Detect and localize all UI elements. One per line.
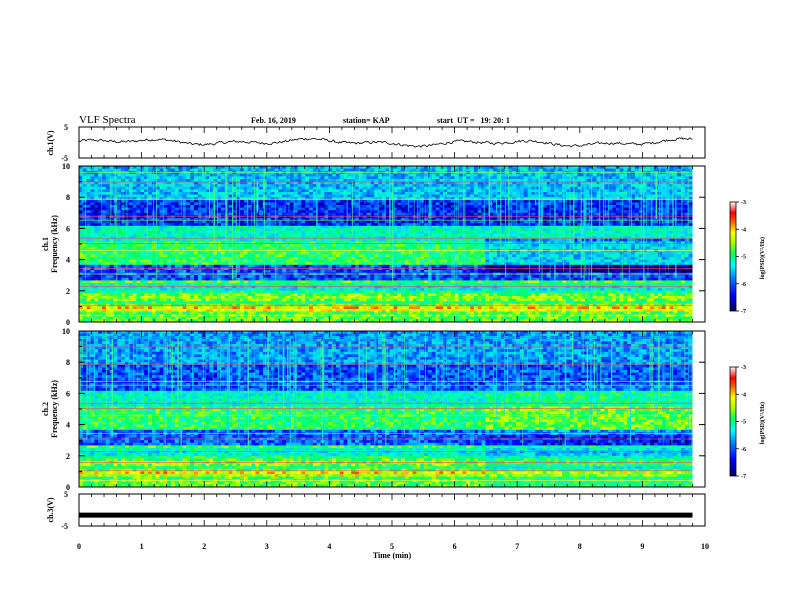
ch3-ytick-bottom: -5 bbox=[61, 522, 68, 531]
date-label: Feb. 16, 2019 bbox=[251, 116, 296, 125]
ch2-colorbar-tick-label: -4 bbox=[741, 392, 746, 398]
ch1-spectrogram-image bbox=[79, 166, 705, 322]
ch1-colorbar-tick-label: -4 bbox=[741, 227, 746, 233]
ch2-spectrogram-ytick-label: 8 bbox=[66, 358, 70, 367]
ch2-spectrogram-image bbox=[79, 331, 705, 487]
ch3-ytick-top: 5 bbox=[64, 490, 68, 499]
ch2-spectrogram-ytick-label: 2 bbox=[66, 452, 70, 461]
ch1-spectrogram-ytick-label: 6 bbox=[66, 224, 70, 233]
ch3-waveform-ylabel: ch.3(V) bbox=[46, 497, 55, 522]
ch1-spectrogram-ytick-label: 8 bbox=[66, 193, 70, 202]
time-tick-label: 8 bbox=[578, 542, 582, 551]
ch2-spectrogram-ylabel-line1: ch.2 bbox=[41, 402, 50, 416]
ch2-spectrogram-ylabel-line2: Frequency (kHz) bbox=[50, 380, 59, 438]
ch2-colorbar-tick-label: -7 bbox=[741, 474, 746, 480]
time-tick-label: 7 bbox=[515, 542, 519, 551]
time-tick-label: 10 bbox=[701, 542, 709, 551]
ch2-spectrogram-panel: 10 8 6 4 2 0 ch.2 Frequency (kHz) bbox=[41, 327, 706, 492]
ch2-colorbar-gradient bbox=[729, 366, 737, 477]
ch1-colorbar-tick-label: -7 bbox=[741, 309, 746, 315]
time-tick-label: 5 bbox=[390, 542, 394, 551]
ch2-spectrogram-ytick-label: 0 bbox=[66, 483, 70, 492]
ch2-spectrogram-ytick-label: 6 bbox=[66, 389, 70, 398]
time-tick-label: 1 bbox=[140, 542, 144, 551]
ch1-waveform-panel: 5 -5 ch.1(V) bbox=[46, 123, 706, 163]
ch1-spectrogram-panel: 10 8 6 4 2 0 ch.1 Frequency (kHz) bbox=[41, 162, 706, 327]
ch1-spectrogram-ytick-label: 0 bbox=[66, 318, 70, 327]
ch1-spectrogram-ytick-label: 4 bbox=[66, 256, 70, 265]
chart-title: VLF Spectra bbox=[79, 114, 136, 126]
time-tick-labels: 0 1 2 3 4 5 6 7 8 9 10 bbox=[77, 542, 709, 551]
time-tick-marks bbox=[78, 127, 706, 526]
ch1-colorbar-tick-label: -5 bbox=[741, 255, 746, 261]
time-tick-label: 4 bbox=[327, 542, 331, 551]
ch2-spectrogram-ytick-label: 4 bbox=[66, 421, 70, 430]
ch1-spectrogram-ylabel-line2: Frequency (kHz) bbox=[50, 215, 59, 273]
start-time-label: start UT = 19: 20: 1 bbox=[437, 116, 510, 125]
ch1-spectrogram-ytick-label: 10 bbox=[62, 162, 70, 171]
time-tick-label: 9 bbox=[640, 542, 644, 551]
ch2-spectrogram-ytick-label: 10 bbox=[62, 327, 70, 336]
ch1-colorbar-ticks: -3 -4 -5 -6 -7 bbox=[736, 200, 746, 315]
time-axis-label: Time (min) bbox=[373, 551, 412, 560]
ch2-colorbar-label: log(PSD)(V²/Hz) bbox=[759, 402, 766, 444]
ch1-spectrogram-ytick-label: 2 bbox=[66, 287, 70, 296]
ch1-colorbar-label: log(PSD)(V²/Hz) bbox=[759, 237, 766, 279]
time-tick-label: 2 bbox=[202, 542, 206, 551]
ch1-ytick-bottom: -5 bbox=[61, 154, 68, 163]
ch1-colorbar-tick-label: -3 bbox=[741, 200, 746, 206]
ch2-colorbar-tick-label: -3 bbox=[741, 365, 746, 371]
ch1-waveform-trace bbox=[78, 137, 693, 148]
station-label: station= KAP bbox=[343, 116, 390, 125]
ch1-colorbar-tick-label: -6 bbox=[741, 282, 746, 288]
ch2-colorbar-tick-label: -6 bbox=[741, 447, 746, 453]
ch3-waveform-panel: 5 -5 ch.3(V) bbox=[46, 490, 706, 531]
time-tick-label: 0 bbox=[77, 542, 81, 551]
ch2-spectrogram-yticks: 10 8 6 4 2 0 bbox=[62, 327, 705, 492]
ch1-colorbar-gradient bbox=[729, 201, 737, 312]
ch2-colorbar-tick-label: -5 bbox=[741, 420, 746, 426]
ch1-ytick-top: 5 bbox=[64, 123, 68, 132]
ch2-colorbar: -3 -4 -5 -6 -7 log(PSD)(V²/Hz) bbox=[729, 365, 766, 480]
time-tick-label: 3 bbox=[265, 542, 269, 551]
ch1-spectrogram-yticks: 10 8 6 4 2 0 bbox=[62, 162, 705, 327]
ch1-spectrogram-ylabel-line1: ch.1 bbox=[41, 237, 50, 251]
ch2-colorbar-ticks: -3 -4 -5 -6 -7 bbox=[736, 365, 746, 480]
ch1-colorbar: -3 -4 -5 -6 -7 log(PSD)(V²/Hz) bbox=[729, 200, 766, 315]
time-tick-label: 6 bbox=[453, 542, 457, 551]
ch1-waveform-ylabel: ch.1(V) bbox=[46, 130, 55, 155]
